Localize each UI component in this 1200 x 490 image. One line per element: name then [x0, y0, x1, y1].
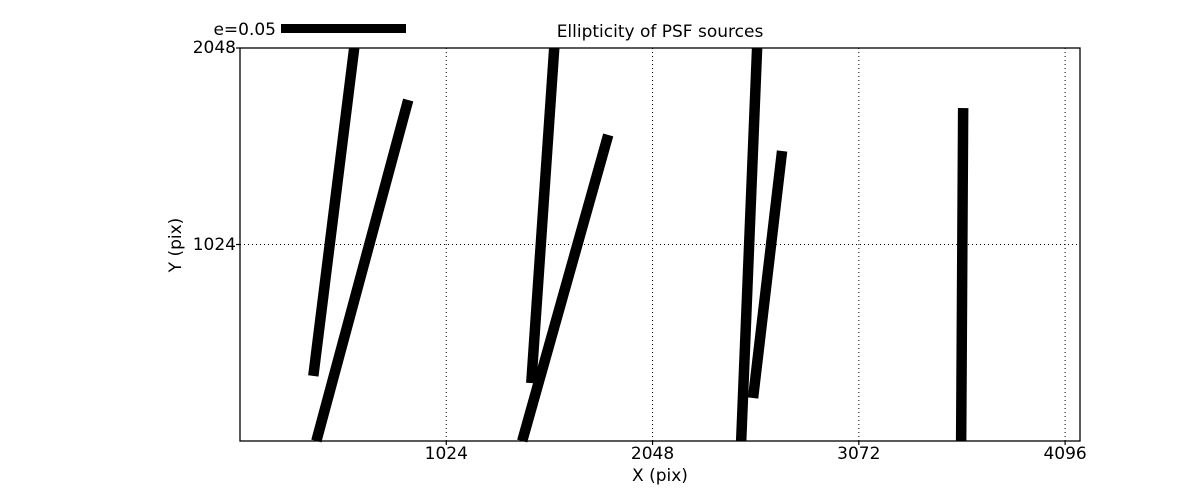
- x-axis-label: X (pix): [632, 466, 688, 486]
- ellipticity-whisker: [747, 150, 788, 399]
- x-tick-label: 4096: [1043, 444, 1087, 464]
- ellipticity-whisker: [308, 47, 360, 377]
- ellipticity-whisker: [955, 108, 969, 442]
- ellipticity-whisker: [735, 47, 763, 442]
- chart-title: Ellipticity of PSF sources: [556, 22, 764, 42]
- legend-label: e=0.05: [213, 20, 276, 40]
- y-tick-label: 1024: [192, 234, 236, 255]
- y-tick-label: 2048: [192, 38, 236, 58]
- x-tick-label: 1024: [424, 444, 468, 464]
- x-tick-label: 2048: [630, 444, 675, 464]
- x-tick-label: 3072: [837, 444, 881, 464]
- ellipticity-whisker: [311, 98, 414, 443]
- ellipticity-whisker: [526, 47, 560, 384]
- ellipticity-whisker: [517, 133, 614, 443]
